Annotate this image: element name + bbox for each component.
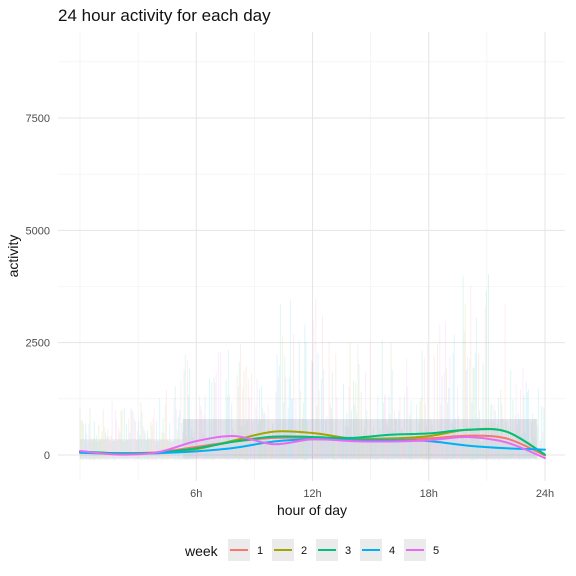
x-tick-label: 24h bbox=[536, 488, 554, 500]
legend-label: 1 bbox=[257, 545, 263, 557]
y-axis-title: activity bbox=[5, 235, 21, 278]
legend-item-week-5: 5 bbox=[404, 539, 439, 561]
x-tick-label: 12h bbox=[303, 488, 321, 500]
raw-activity-trace bbox=[82, 274, 543, 461]
raw-activity-trace bbox=[79, 285, 530, 461]
legend-item-week-4: 4 bbox=[360, 539, 395, 561]
x-tick-labels: 6h 12h 18h 24h bbox=[190, 488, 554, 500]
legend-label: 4 bbox=[389, 545, 395, 557]
legend-item-week-1: 1 bbox=[228, 539, 263, 561]
legend-item-week-3: 3 bbox=[316, 539, 351, 561]
y-tick-label: 2500 bbox=[26, 338, 50, 350]
series-line-week-5 bbox=[79, 435, 546, 460]
x-tick-label: 18h bbox=[420, 488, 438, 500]
legend-label: 3 bbox=[345, 545, 351, 557]
x-tick-label: 6h bbox=[190, 488, 202, 500]
x-axis-title: hour of day bbox=[277, 502, 347, 518]
y-tick-labels: 0 2500 5000 7500 bbox=[26, 113, 50, 462]
chart-title: 24 hour activity for each day bbox=[58, 6, 271, 25]
legend-title: week bbox=[184, 543, 219, 559]
series-lines bbox=[79, 427, 546, 460]
legend-item-week-2: 2 bbox=[272, 539, 307, 561]
grid bbox=[58, 32, 565, 481]
y-tick-label: 0 bbox=[44, 450, 50, 462]
y-tick-label: 5000 bbox=[26, 225, 50, 237]
y-tick-label: 7500 bbox=[26, 113, 50, 125]
legend-label: 5 bbox=[433, 545, 439, 557]
legend-label: 2 bbox=[301, 545, 307, 557]
legend: week 1 2 3 4 5 bbox=[184, 539, 439, 561]
